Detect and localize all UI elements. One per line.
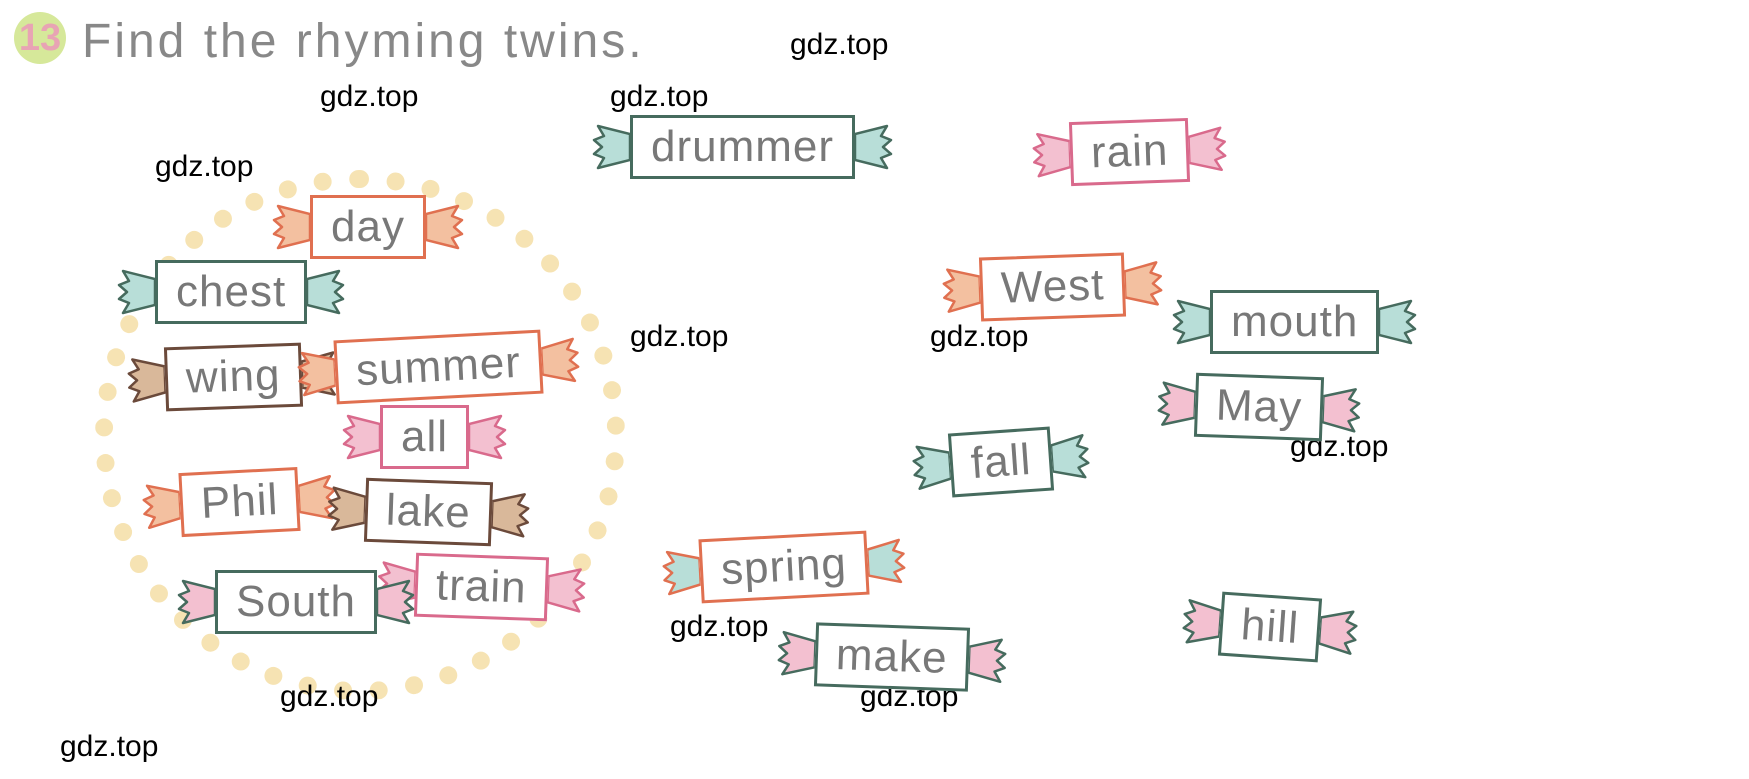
- candy-label: spring: [698, 531, 869, 604]
- candy-label: hill: [1218, 592, 1322, 663]
- candy-phil: Phil: [138, 465, 340, 539]
- candy-label: day: [310, 195, 426, 259]
- candy-hill: hill: [1178, 589, 1362, 665]
- candy-label: make: [814, 622, 970, 691]
- candy-wrapper-icon: [1170, 299, 1210, 345]
- candy-day: day: [270, 195, 466, 259]
- candy-wrapper-icon: [909, 443, 952, 492]
- candy-wrapper-icon: [124, 356, 166, 403]
- candy-drummer: drummer: [590, 115, 895, 179]
- candy-label: lake: [364, 478, 493, 546]
- candy-wrapper-icon: [547, 566, 589, 613]
- candy-wrapper-icon: [175, 579, 215, 625]
- candy-wrapper-icon: [307, 269, 347, 315]
- candy-wrapper-icon: [855, 124, 895, 170]
- watermark: gdz.top: [60, 730, 158, 764]
- candy-wrapper-icon: [1179, 598, 1222, 647]
- candy-chest: chest: [115, 260, 347, 324]
- candy-wrapper-icon: [659, 548, 701, 596]
- candy-wrapper-icon: [1189, 126, 1231, 173]
- candy-make: make: [774, 621, 1010, 693]
- candy-rain: rain: [1029, 117, 1230, 188]
- watermark: gdz.top: [930, 320, 1028, 354]
- candy-wrapper-icon: [1379, 299, 1419, 345]
- candy-wrapper-icon: [541, 337, 583, 385]
- candy-label: West: [979, 252, 1127, 321]
- watermark: gdz.top: [280, 680, 378, 714]
- candy-wrapper-icon: [1051, 433, 1094, 482]
- candy-spring: spring: [658, 529, 909, 606]
- candy-may: May: [1154, 371, 1364, 442]
- candy-label: Phil: [178, 467, 301, 537]
- candy-wrapper-icon: [491, 491, 533, 538]
- candy-wrapper-icon: [1322, 386, 1364, 433]
- candy-wrapper-icon: [968, 637, 1010, 684]
- candy-wrapper-icon: [1029, 131, 1071, 178]
- candy-wrapper-icon: [867, 538, 909, 586]
- candy-wrapper-icon: [774, 630, 816, 677]
- candy-wrapper-icon: [340, 414, 380, 460]
- candy-wrapper-icon: [1318, 608, 1361, 657]
- watermark: gdz.top: [320, 80, 418, 114]
- candy-label: May: [1194, 373, 1324, 441]
- candy-south: South: [175, 570, 417, 634]
- candy-wrapper-icon: [139, 482, 181, 530]
- candy-label: rain: [1069, 118, 1191, 186]
- candy-wrapper-icon: [1154, 380, 1196, 427]
- watermark: gdz.top: [670, 610, 768, 644]
- candy-west: West: [939, 251, 1167, 323]
- candy-wrapper-icon: [469, 414, 509, 460]
- candy-label: chest: [155, 260, 307, 324]
- candy-mouth: mouth: [1170, 290, 1419, 354]
- candy-wrapper-icon: [1125, 260, 1167, 307]
- candy-wrapper-icon: [270, 204, 310, 250]
- candy-lake: lake: [324, 476, 533, 547]
- watermark: gdz.top: [155, 150, 253, 184]
- candy-label: summer: [333, 330, 543, 405]
- candy-wrapper-icon: [377, 579, 417, 625]
- candy-label: drummer: [630, 115, 855, 179]
- watermark: gdz.top: [610, 80, 708, 114]
- candy-wrapper-icon: [426, 204, 466, 250]
- candy-wrapper-icon: [115, 269, 155, 315]
- candy-all: all: [340, 405, 509, 469]
- instruction-text: Find the rhyming twins.: [82, 14, 645, 69]
- candy-wrapper-icon: [590, 124, 630, 170]
- candy-label: mouth: [1210, 290, 1379, 354]
- watermark: gdz.top: [790, 28, 888, 62]
- candy-label: wing: [164, 343, 303, 412]
- candy-label: South: [215, 570, 377, 634]
- watermark: gdz.top: [630, 320, 728, 354]
- candy-label: fall: [948, 427, 1054, 498]
- candy-wrapper-icon: [939, 267, 981, 314]
- candy-fall: fall: [908, 424, 1094, 501]
- candy-label: all: [380, 405, 469, 469]
- question-number: 13: [14, 12, 66, 64]
- candy-wrapper-icon: [294, 349, 336, 397]
- candy-wrapper-icon: [324, 485, 366, 532]
- candy-label: train: [414, 553, 549, 622]
